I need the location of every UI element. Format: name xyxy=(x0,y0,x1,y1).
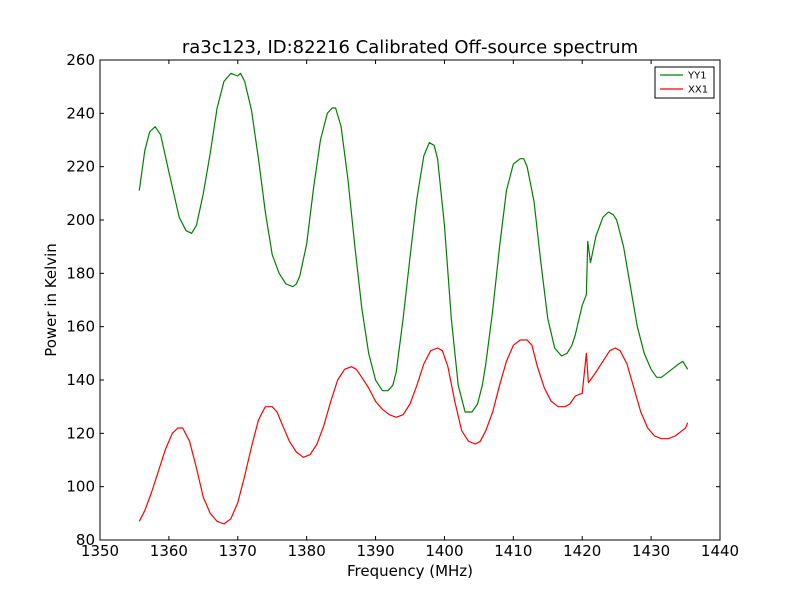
plot-area xyxy=(99,59,721,541)
series-layer xyxy=(138,72,689,525)
x-tick-label: 1370 xyxy=(219,542,257,560)
y-tick-label: 240 xyxy=(66,104,95,122)
y-axis-label: Power in Kelvin xyxy=(42,243,60,357)
x-axis: 1350 1360 1370 1380 1390 1400 1410 1420 1430 1440 xyxy=(81,60,739,560)
x-tick-label: 1420 xyxy=(563,542,601,560)
y-axis: 80 100 120 140 160 180 200 220 240 260 xyxy=(66,51,720,549)
x-tick-label: 1430 xyxy=(632,542,670,560)
legend-label-yy1: YY1 xyxy=(687,71,707,82)
chart-title: ra3c123, ID:82216 Calibrated Off-source … xyxy=(182,37,638,58)
y-tick-label: 100 xyxy=(66,478,95,496)
series-line-yy1 xyxy=(138,72,689,413)
series-line-xx1 xyxy=(138,339,689,525)
x-tick-label: 1350 xyxy=(81,542,119,560)
legend-box xyxy=(654,66,715,99)
x-tick-label: 1360 xyxy=(150,542,188,560)
x-axis-label: Frequency (MHz) xyxy=(347,562,473,580)
x-tick-label: 1410 xyxy=(494,542,532,560)
x-tick-label: 1380 xyxy=(288,542,326,560)
y-tick-label: 200 xyxy=(66,211,95,229)
y-tick-label: 120 xyxy=(66,424,95,442)
x-tick-label: 1400 xyxy=(425,542,463,560)
y-tick-label: 160 xyxy=(66,318,95,336)
x-tick-label: 1440 xyxy=(701,542,739,560)
x-tick-label: 1390 xyxy=(356,542,394,560)
y-tick-label: 180 xyxy=(66,264,95,282)
legend: YY1 XX1 xyxy=(654,66,715,99)
legend-label-xx1: XX1 xyxy=(688,85,708,96)
y-tick-label: 220 xyxy=(66,158,95,176)
y-tick-label: 260 xyxy=(66,51,95,69)
y-tick-label: 80 xyxy=(76,531,95,549)
y-tick-label: 140 xyxy=(66,371,95,389)
